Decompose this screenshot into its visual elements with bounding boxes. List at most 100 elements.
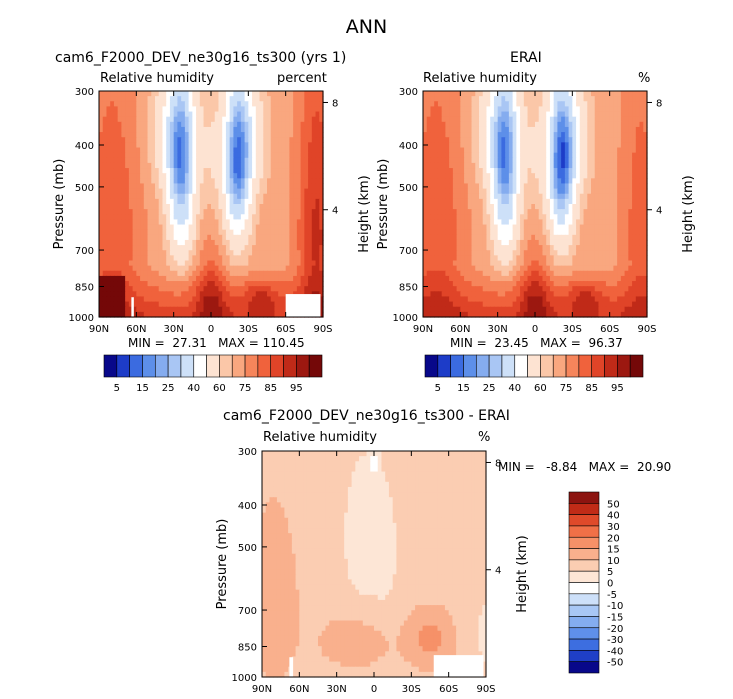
field-cell bbox=[263, 245, 268, 251]
field-cell bbox=[319, 121, 324, 128]
field-cell bbox=[501, 245, 506, 251]
field-cell bbox=[632, 147, 637, 154]
field-cell bbox=[267, 214, 272, 221]
field-cell bbox=[561, 255, 566, 262]
field-cell bbox=[113, 291, 119, 298]
field-cell bbox=[319, 275, 324, 282]
field-cell bbox=[244, 188, 249, 195]
field-cell bbox=[441, 132, 446, 138]
field-cell bbox=[99, 214, 104, 221]
field-cell bbox=[278, 188, 283, 195]
field-cell bbox=[445, 168, 450, 174]
field-cell bbox=[255, 204, 261, 210]
field-cell bbox=[449, 260, 454, 267]
field-cell bbox=[561, 214, 566, 221]
field-cell bbox=[214, 301, 220, 308]
field-cell bbox=[579, 168, 585, 174]
field-cell bbox=[479, 275, 484, 282]
field-cell bbox=[591, 219, 596, 226]
field-cell bbox=[449, 157, 454, 164]
field-cell bbox=[293, 106, 298, 113]
field-cell bbox=[523, 168, 529, 174]
field-cell bbox=[311, 126, 317, 133]
field-cell bbox=[218, 245, 223, 251]
field-cell bbox=[486, 281, 491, 287]
field-cell bbox=[263, 250, 268, 256]
field-cell bbox=[267, 91, 272, 97]
field-cell bbox=[300, 245, 305, 251]
field-cell bbox=[643, 162, 648, 169]
field-cell bbox=[296, 116, 302, 123]
field-cell bbox=[128, 168, 134, 174]
field-cell bbox=[173, 204, 178, 210]
field-cell bbox=[166, 214, 171, 221]
field-cell bbox=[467, 250, 473, 256]
field-cell bbox=[300, 250, 305, 256]
field-cell bbox=[263, 96, 268, 102]
field-cell bbox=[553, 250, 558, 256]
field-cell bbox=[467, 209, 473, 215]
field-cell bbox=[199, 204, 205, 210]
field-cell bbox=[319, 96, 324, 102]
field-cell bbox=[467, 91, 473, 97]
field-cell bbox=[304, 168, 309, 174]
field-cell bbox=[490, 168, 495, 174]
field-cell bbox=[274, 111, 279, 118]
field-cell bbox=[192, 265, 197, 272]
field-cell bbox=[561, 157, 566, 164]
field-cell bbox=[143, 296, 149, 303]
field-cell bbox=[244, 260, 249, 267]
field-cell bbox=[285, 162, 290, 169]
field-cell bbox=[512, 111, 517, 118]
field-cell bbox=[632, 198, 637, 205]
field-cell bbox=[270, 275, 276, 282]
field-cell bbox=[501, 137, 506, 143]
field-cell bbox=[319, 168, 324, 174]
field-cell bbox=[113, 157, 119, 164]
field-cell bbox=[576, 147, 581, 154]
field-cell bbox=[181, 198, 186, 205]
field-cell bbox=[203, 91, 208, 97]
field-cell bbox=[449, 162, 454, 169]
field-cell bbox=[449, 142, 454, 149]
field-cell bbox=[501, 275, 506, 282]
field-cell bbox=[281, 245, 287, 251]
field-cell bbox=[445, 270, 450, 277]
field-cell bbox=[192, 96, 197, 102]
field-cell bbox=[296, 239, 302, 246]
field-cell bbox=[452, 265, 458, 272]
field-cell bbox=[143, 219, 149, 226]
field-cell bbox=[263, 209, 268, 215]
field-cell bbox=[99, 198, 104, 205]
field-cell bbox=[259, 183, 264, 190]
field-cell bbox=[289, 147, 294, 154]
field-cell bbox=[538, 224, 544, 231]
field-cell bbox=[110, 173, 115, 179]
field-cell bbox=[240, 116, 246, 123]
field-cell bbox=[169, 311, 175, 318]
field-cell bbox=[192, 111, 197, 118]
field-cell bbox=[576, 188, 581, 195]
field-cell bbox=[203, 152, 208, 159]
field-cell bbox=[274, 101, 279, 108]
field-cell bbox=[289, 239, 294, 246]
field-cell bbox=[248, 239, 253, 246]
field-cell bbox=[248, 121, 253, 128]
field-cell bbox=[635, 137, 641, 143]
field-cell bbox=[620, 126, 626, 133]
field-cell bbox=[259, 281, 264, 287]
field-cell bbox=[296, 101, 302, 108]
field-cell bbox=[278, 116, 283, 123]
field-cell bbox=[136, 116, 141, 123]
field-cell bbox=[464, 101, 469, 108]
panel1-min-max: MIN = 27.31 MAX = 110.45 bbox=[128, 336, 305, 350]
field-cell bbox=[151, 286, 156, 292]
field-cell bbox=[527, 260, 532, 267]
field-cell bbox=[505, 275, 510, 282]
field-cell bbox=[520, 178, 525, 185]
field-cell bbox=[113, 168, 119, 174]
field-cell bbox=[125, 301, 130, 308]
field-cell bbox=[456, 224, 461, 231]
field-cell bbox=[546, 224, 551, 231]
field-cell bbox=[434, 239, 439, 246]
